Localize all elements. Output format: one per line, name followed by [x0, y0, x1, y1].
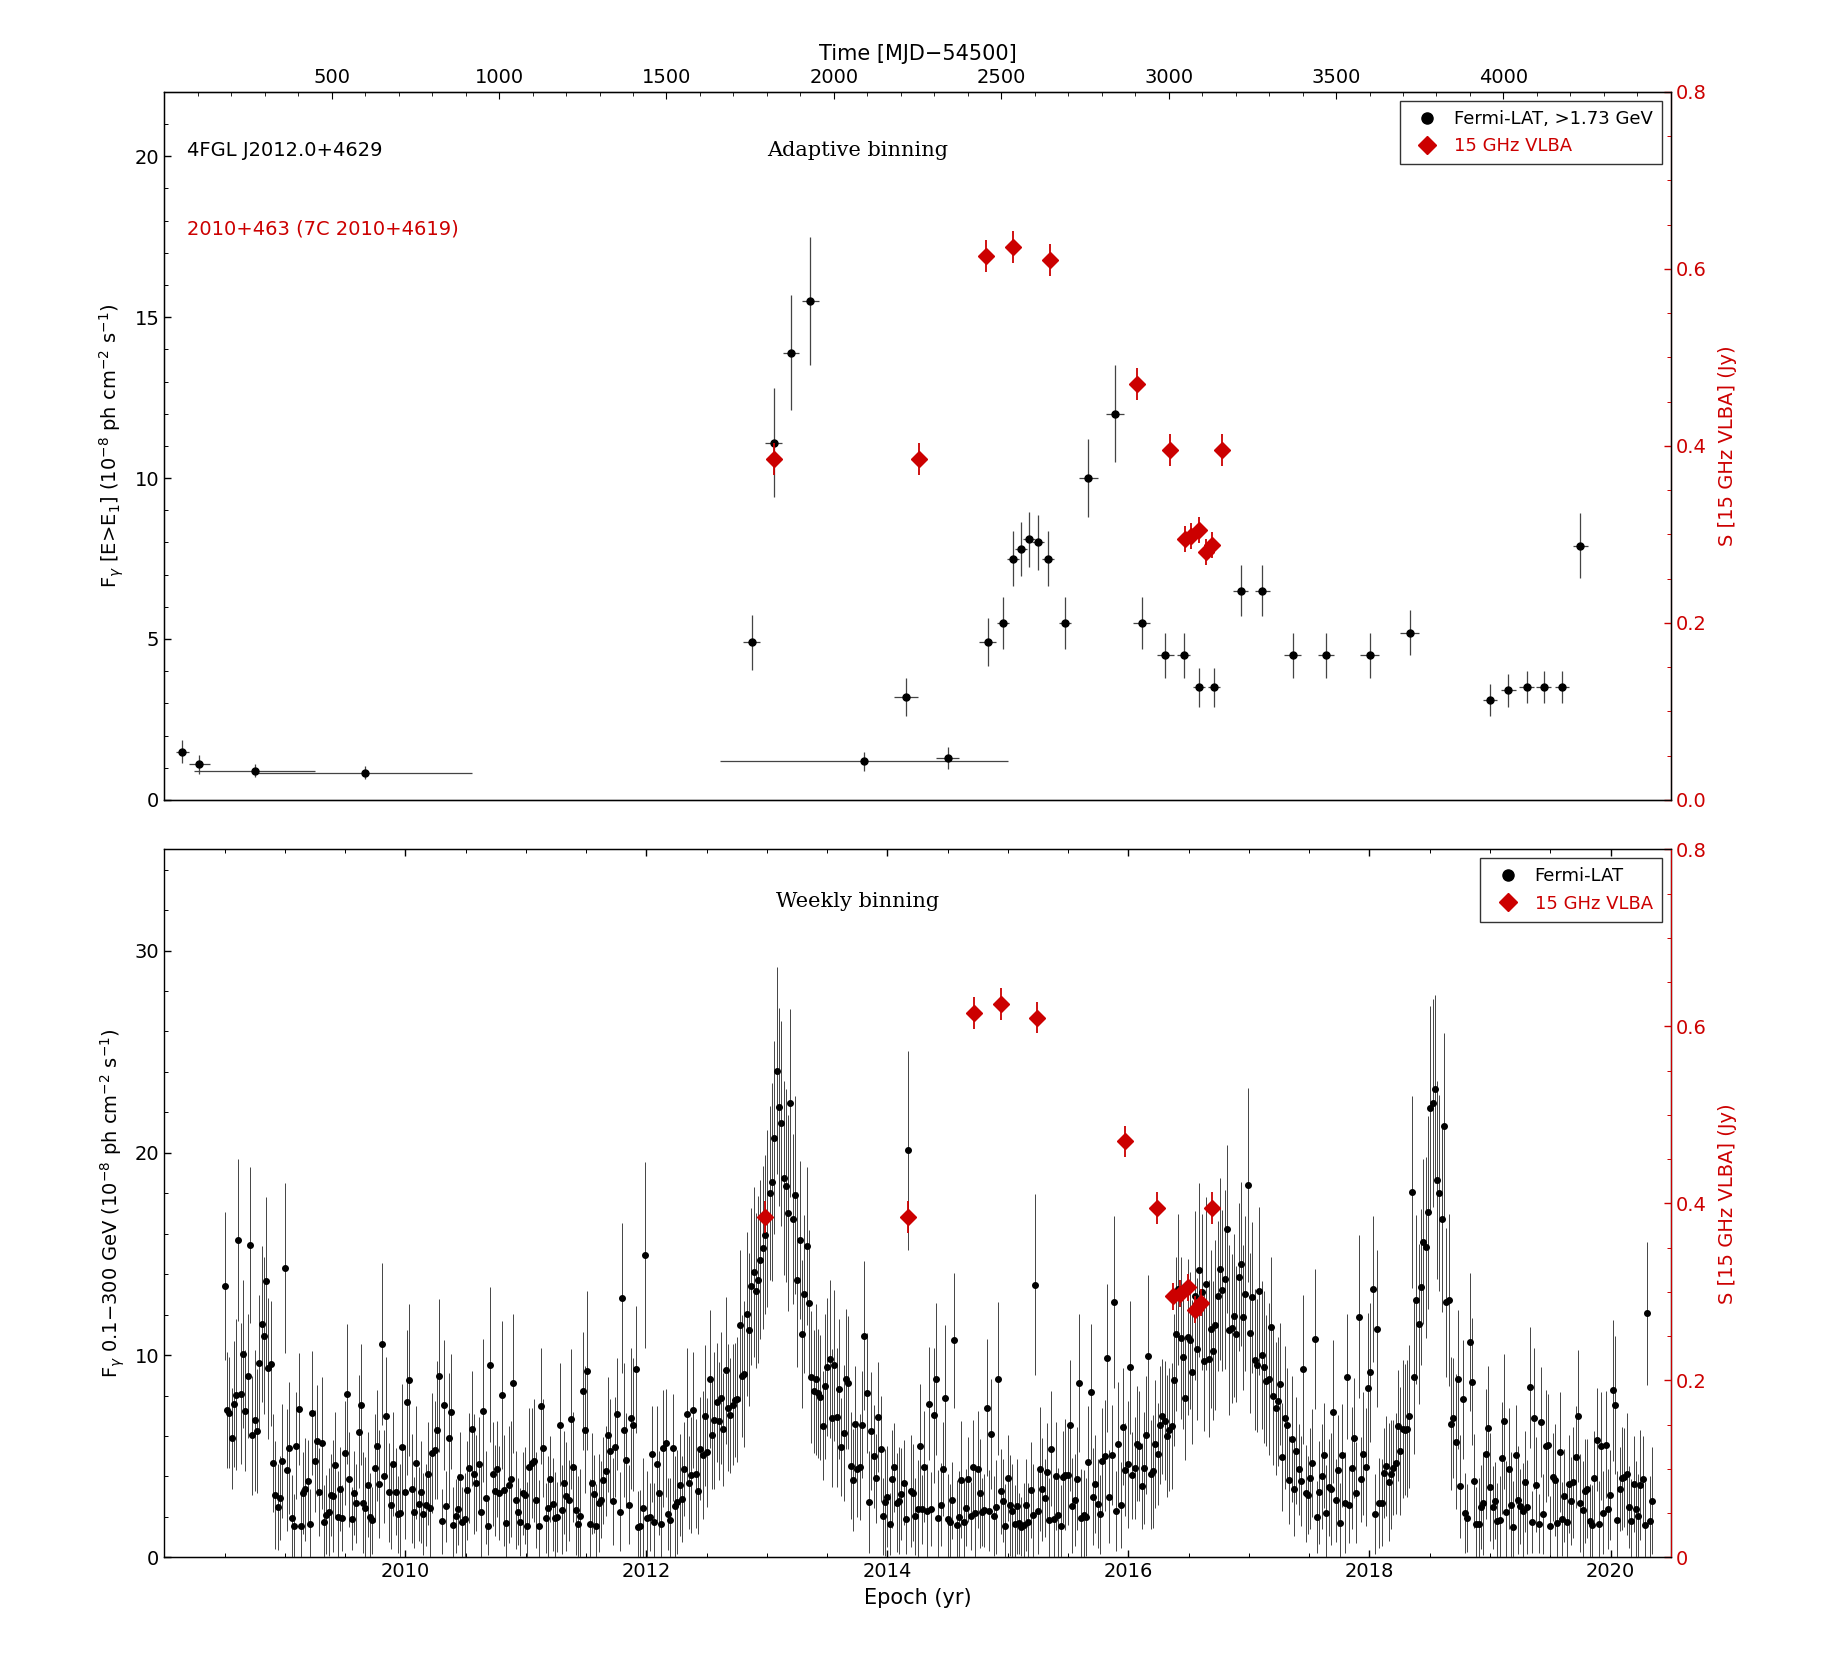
Y-axis label: F$_\gamma$ 0.1$-$300 GeV (10$^{-8}$ ph cm$^{-2}$ s$^{-1}$): F$_\gamma$ 0.1$-$300 GeV (10$^{-8}$ ph c… — [99, 1028, 126, 1379]
Text: Weekly binning: Weekly binning — [776, 892, 939, 911]
X-axis label: Time [MJD−54500]: Time [MJD−54500] — [818, 43, 1017, 63]
Text: 4FGL J2012.0+4629: 4FGL J2012.0+4629 — [186, 142, 382, 160]
Text: Adaptive binning: Adaptive binning — [767, 142, 948, 160]
Y-axis label: F$_\gamma$ [E>E$_1$] (10$^{-8}$ ph cm$^{-2}$ s$^{-1}$): F$_\gamma$ [E>E$_1$] (10$^{-8}$ ph cm$^{… — [99, 304, 126, 588]
Text: 2010+463 (7C 2010+4619): 2010+463 (7C 2010+4619) — [186, 219, 458, 239]
Y-axis label: S [15 GHz VLBA] (Jy): S [15 GHz VLBA] (Jy) — [1718, 1103, 1737, 1303]
Legend: Fermi-LAT, >1.73 GeV, 15 GHz VLBA: Fermi-LAT, >1.73 GeV, 15 GHz VLBA — [1401, 100, 1662, 164]
X-axis label: Epoch (yr): Epoch (yr) — [864, 1587, 971, 1608]
Y-axis label: S [15 GHz VLBA] (Jy): S [15 GHz VLBA] (Jy) — [1718, 346, 1737, 546]
Legend: Fermi-LAT, 15 GHz VLBA: Fermi-LAT, 15 GHz VLBA — [1481, 859, 1662, 921]
